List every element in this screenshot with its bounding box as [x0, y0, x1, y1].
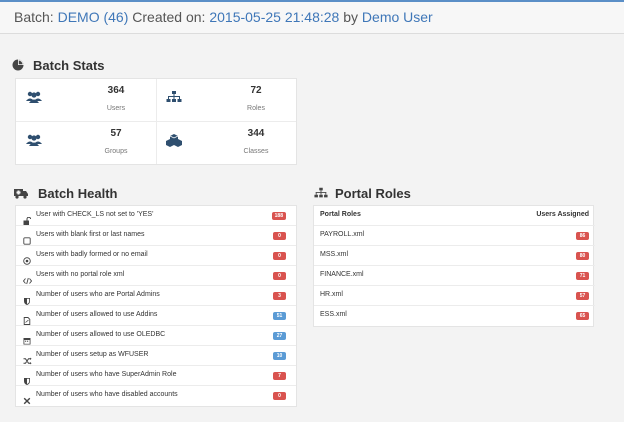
ambulance-icon — [14, 189, 28, 199]
random-icon — [23, 352, 32, 365]
stat-classes: 344 Classes — [156, 122, 296, 164]
close-icon — [23, 392, 31, 405]
batch-health-title: Batch Health — [38, 186, 118, 201]
square-icon — [23, 232, 31, 245]
batch-health-panel: User with CHECK_LS not set to 'YES' 188 Us… — [15, 205, 297, 407]
portal-roles-title: Portal Roles — [335, 186, 411, 201]
health-count-badge: 0 — [273, 232, 286, 240]
health-row-label: Number of users who are Portal Admins — [36, 291, 160, 298]
page-header: Batch: DEMO (46) Created on: 2015-05-25 … — [0, 0, 624, 34]
users-assigned-badge: 57 — [576, 292, 589, 300]
col-portal-roles: Portal Roles — [320, 211, 361, 218]
portal-role-row[interactable]: ESS.xml 65 — [314, 306, 595, 326]
health-count-badge: 0 — [273, 252, 286, 260]
health-row[interactable]: Users with blank first or last names 0 — [16, 226, 296, 246]
health-count-badge: 7 — [273, 372, 286, 380]
stat-groups-value: 57 — [110, 128, 122, 139]
health-row[interactable]: Number of users allowed to use OLEDBC 27 — [16, 326, 296, 346]
users-assigned-badge: 80 — [576, 252, 589, 260]
health-row-label: Users with blank first or last names — [36, 231, 145, 238]
stat-roles-value: 72 — [250, 85, 262, 96]
batch-stats-title: Batch Stats — [33, 58, 105, 73]
calendar-icon — [23, 332, 31, 345]
stat-classes-label: Classes — [243, 148, 269, 155]
health-row-label: Users with no portal role xml — [36, 271, 125, 278]
portal-role-row[interactable]: MSS.xml 80 — [314, 246, 595, 266]
health-row-label: Users with badly formed or no email — [36, 251, 148, 258]
created-label: Created on: — [132, 9, 206, 25]
health-count-badge: 3 — [273, 292, 286, 300]
users-icon — [26, 91, 42, 103]
cubes-icon — [166, 134, 182, 147]
health-count-badge: 0 — [273, 272, 286, 280]
health-row[interactable]: Number of users setup as WFUSER 10 — [16, 346, 296, 366]
users-assigned-badge: 86 — [576, 232, 589, 240]
created-value: 2015-05-25 21:48:28 — [209, 9, 340, 25]
health-row[interactable]: Users with no portal role xml 0 — [16, 266, 296, 286]
stat-roles-label: Roles — [247, 105, 265, 112]
health-row-label: Number of users who have disabled accoun… — [36, 391, 178, 398]
portal-roles-panel: Portal Roles Users Assigned PAYROLL.xml 8… — [313, 205, 595, 327]
portal-role-row[interactable]: HR.xml 57 — [314, 286, 595, 306]
health-row-label: Number of users allowed to use Addins — [36, 311, 158, 318]
portal-role-row[interactable]: FINANCE.xml 71 — [314, 266, 595, 286]
portal-role-name: ESS.xml — [320, 311, 347, 318]
by-label: by — [343, 9, 359, 25]
sitemap-icon — [166, 91, 182, 102]
batch-stats-panel: 364 Users 72 Roles 57 Groups 344 — [15, 78, 297, 165]
health-row-label: Number of users setup as WFUSER — [36, 351, 149, 358]
stat-users-value: 364 — [107, 85, 125, 96]
batch-name[interactable]: DEMO (46) — [57, 9, 129, 25]
users-assigned-badge: 65 — [576, 312, 589, 320]
at-icon — [23, 252, 31, 265]
stat-users-label: Users — [106, 105, 126, 112]
created-by-user[interactable]: Demo User — [361, 9, 433, 25]
stat-groups-label: Groups — [104, 148, 128, 155]
stat-roles: 72 Roles — [156, 79, 296, 121]
health-count-badge: 51 — [273, 312, 286, 320]
unlock-icon — [23, 212, 32, 225]
batch-label: Batch: — [14, 9, 54, 25]
shield-icon — [23, 372, 31, 385]
health-count-badge: 0 — [273, 392, 286, 400]
col-users-assigned: Users Assigned — [536, 211, 589, 218]
health-row[interactable]: Number of users who have disabled accoun… — [16, 386, 296, 406]
shield-icon — [23, 292, 31, 305]
health-row[interactable]: User with CHECK_LS not set to 'YES' 188 — [16, 206, 296, 226]
health-row[interactable]: Users with badly formed or no email 0 — [16, 246, 296, 266]
users-assigned-badge: 71 — [576, 272, 589, 280]
portal-role-name: HR.xml — [320, 291, 343, 298]
health-row[interactable]: Number of users who are Portal Admins 3 — [16, 286, 296, 306]
health-row[interactable]: Number of users allowed to use Addins 51 — [16, 306, 296, 326]
stat-users: 364 Users — [16, 79, 156, 121]
sitemap-icon — [314, 187, 328, 198]
portal-role-name: MSS.xml — [320, 251, 348, 258]
health-row-label: Number of users allowed to use OLEDBC — [36, 331, 166, 338]
portal-role-name: PAYROLL.xml — [320, 231, 365, 238]
health-row[interactable]: Number of users who have SuperAdmin Role… — [16, 366, 296, 386]
health-count-badge: 188 — [271, 212, 286, 220]
portal-role-row[interactable]: PAYROLL.xml 86 — [314, 226, 595, 246]
health-count-badge: 10 — [273, 352, 286, 360]
groups-icon — [26, 134, 42, 146]
portal-roles-header-row: Portal Roles Users Assigned — [314, 206, 595, 226]
code-icon — [22, 272, 33, 285]
file-icon — [23, 312, 31, 325]
health-row-label: Number of users who have SuperAdmin Role — [36, 371, 177, 378]
pie-chart-icon — [12, 59, 24, 71]
portal-role-name: FINANCE.xml — [320, 271, 364, 278]
health-count-badge: 27 — [273, 332, 286, 340]
batch-header-title: Batch: DEMO (46) Created on: 2015-05-25 … — [14, 9, 433, 25]
stat-groups: 57 Groups — [16, 122, 156, 164]
stat-classes-value: 344 — [247, 128, 265, 139]
health-row-label: User with CHECK_LS not set to 'YES' — [36, 211, 154, 218]
